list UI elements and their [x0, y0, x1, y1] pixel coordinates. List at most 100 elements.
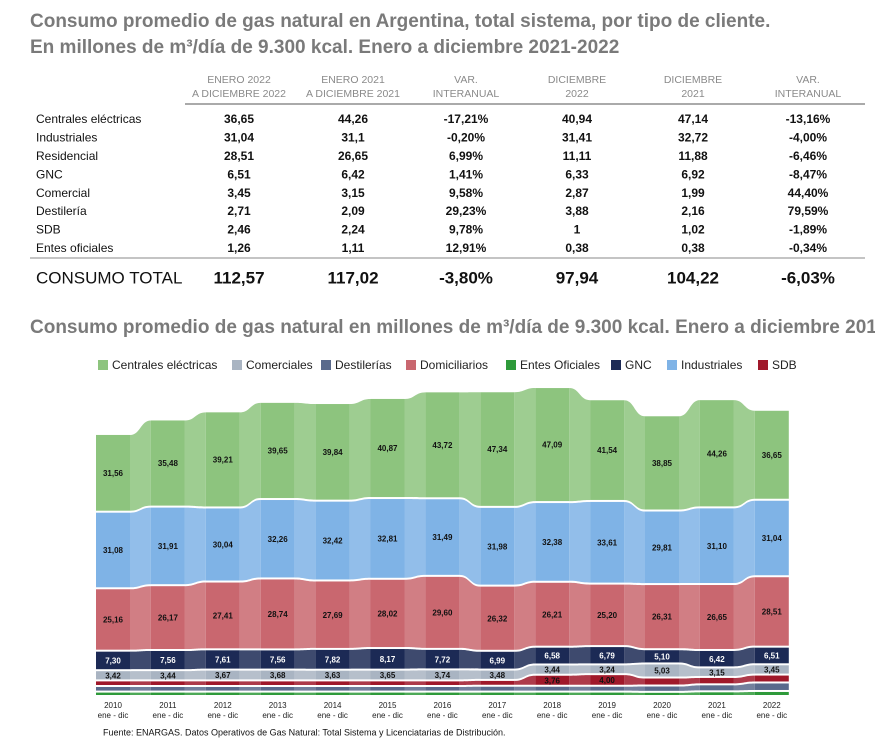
row-label: GNC	[36, 167, 63, 181]
value-label: 3,15	[709, 668, 725, 677]
legend-label: Entes Oficiales	[520, 358, 600, 372]
ribbon-link	[733, 500, 755, 584]
cell: 1,26	[227, 241, 251, 255]
ribbon-link	[184, 687, 206, 691]
ribbon-link	[239, 579, 261, 649]
ribbon-link	[294, 687, 316, 691]
value-label: 26,32	[487, 614, 508, 623]
ribbon-link	[404, 692, 426, 695]
bar-segment	[96, 651, 130, 670]
bar-segment	[315, 649, 350, 669]
cell: 29,23%	[446, 204, 487, 218]
row-label: Destilería	[36, 204, 87, 218]
value-label: 31,91	[158, 542, 179, 551]
cell: 47,14	[678, 112, 708, 126]
bar-segment	[535, 665, 570, 674]
bar-segment	[205, 692, 240, 695]
bar-segment	[754, 647, 789, 664]
column-header: ENERO 2022	[207, 74, 271, 86]
total-cell: 117,02	[327, 268, 378, 287]
bar-segment	[754, 577, 789, 646]
value-label: 26,65	[707, 613, 728, 622]
bar-segment	[205, 412, 240, 507]
bar-segment	[699, 585, 734, 649]
value-label: 7,56	[160, 656, 176, 665]
ribbon-link	[239, 692, 261, 695]
ribbon-link	[624, 501, 645, 584]
legend-label: Industriales	[681, 358, 742, 372]
value-label: 27,69	[323, 611, 344, 620]
x-tick-sublabel: ene - dic	[153, 711, 184, 720]
bar-segment	[205, 508, 240, 581]
legend-label: SDB	[772, 358, 797, 372]
x-tick-sublabel: ene - dic	[647, 711, 678, 720]
ribbon-link	[514, 503, 536, 585]
cell: 44,26	[338, 112, 368, 126]
ribbon-link	[239, 402, 261, 507]
bar-segment	[645, 692, 679, 695]
x-tick-sublabel: ene - dic	[262, 711, 293, 720]
x-tick-sublabel: ene - dic	[482, 711, 513, 720]
ribbon-link	[514, 388, 536, 506]
x-tick-label: 2019	[598, 701, 616, 710]
ribbon-link	[459, 686, 481, 691]
ribbon-link	[679, 685, 700, 691]
ribbon-link	[459, 392, 481, 506]
ribbon-link	[130, 687, 151, 691]
row-label: Centrales eléctricas	[36, 112, 141, 126]
legend-label: GNC	[625, 358, 652, 372]
cell: 2,16	[681, 204, 705, 218]
bar-segment	[315, 692, 350, 695]
value-label: 7,61	[215, 656, 231, 665]
cell: 11,88	[678, 149, 708, 163]
bar-segment	[645, 511, 679, 584]
bar-segment	[315, 681, 350, 685]
legend-swatch	[232, 360, 242, 370]
bar-segment	[96, 434, 130, 511]
ribbon-link	[130, 651, 151, 670]
value-label: 3,24	[599, 665, 615, 674]
bar-segment	[480, 507, 515, 585]
ribbon-link	[404, 681, 426, 685]
bar-segment	[590, 665, 625, 674]
ribbon-link	[349, 398, 371, 500]
ribbon-link	[679, 692, 700, 695]
ribbon-link	[459, 680, 481, 685]
cell: 2,71	[227, 204, 251, 218]
value-label: 43,72	[432, 441, 453, 450]
ribbon-link	[624, 647, 645, 664]
value-label: 30,04	[213, 541, 234, 550]
source-note: Fuente: ENARGAS. Datos Operativos de Gas…	[103, 727, 506, 737]
cell: 6,42	[341, 167, 365, 181]
cell: 12,91%	[446, 241, 487, 255]
value-label: 25,20	[597, 611, 618, 620]
bar-segment	[150, 681, 185, 685]
ribbon-link	[239, 687, 261, 691]
value-label: 28,51	[762, 608, 783, 617]
ribbon-link	[184, 507, 206, 585]
bar-segment	[480, 586, 515, 650]
bar-segment	[590, 400, 625, 500]
cell: 26,65	[338, 149, 368, 163]
bar-segment	[150, 651, 185, 670]
total-cell: -3,80%	[439, 268, 493, 287]
cell: 9,58%	[449, 186, 483, 200]
row-label: Comercial	[36, 186, 90, 200]
ribbon-link	[294, 670, 316, 680]
bar-segment	[425, 499, 460, 575]
ribbon-link	[130, 586, 151, 650]
bar-segment	[535, 388, 570, 502]
column-header: A DICIEMBRE 2022	[192, 88, 286, 100]
value-label: 44,26	[707, 449, 728, 458]
value-label: 7,56	[270, 656, 286, 665]
bar-segment	[260, 500, 295, 578]
ribbon-link	[679, 664, 700, 677]
ribbon-link	[349, 692, 371, 695]
ribbon-link	[624, 400, 645, 510]
x-tick-sublabel: ene - dic	[537, 711, 568, 720]
cell: 3,45	[227, 186, 251, 200]
ribbon-link	[294, 681, 316, 685]
cell: 40,94	[562, 112, 592, 126]
row-label: SDB	[36, 223, 61, 237]
